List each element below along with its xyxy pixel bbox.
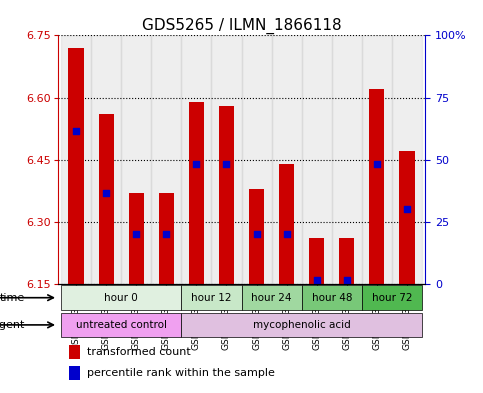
Point xyxy=(223,161,230,167)
FancyBboxPatch shape xyxy=(61,313,181,337)
Text: hour 0: hour 0 xyxy=(104,293,138,303)
Text: hour 12: hour 12 xyxy=(191,293,232,303)
Bar xyxy=(61,35,91,284)
Bar xyxy=(399,151,414,284)
FancyBboxPatch shape xyxy=(181,285,242,310)
Bar xyxy=(69,48,84,284)
Bar xyxy=(302,35,332,284)
Text: mycophenolic acid: mycophenolic acid xyxy=(253,320,351,330)
Bar xyxy=(212,35,242,284)
Point xyxy=(343,277,351,283)
Point xyxy=(373,161,381,167)
Bar xyxy=(242,35,271,284)
Bar xyxy=(332,35,362,284)
FancyBboxPatch shape xyxy=(362,285,422,310)
Bar xyxy=(271,35,302,284)
Bar xyxy=(189,102,204,284)
Point xyxy=(313,277,321,283)
Text: transformed count: transformed count xyxy=(87,347,191,358)
Point xyxy=(403,206,411,213)
Point xyxy=(193,161,200,167)
Text: untreated control: untreated control xyxy=(76,320,167,330)
Point xyxy=(132,231,140,237)
Bar xyxy=(309,239,324,284)
Bar xyxy=(69,367,80,380)
Bar xyxy=(128,193,144,284)
Bar xyxy=(121,35,151,284)
Bar xyxy=(159,193,174,284)
Text: hour 48: hour 48 xyxy=(312,293,352,303)
Bar xyxy=(279,164,294,284)
FancyBboxPatch shape xyxy=(302,285,362,310)
Bar xyxy=(392,35,422,284)
Bar xyxy=(181,35,212,284)
Text: hour 24: hour 24 xyxy=(251,293,292,303)
Bar xyxy=(339,239,355,284)
Bar xyxy=(69,345,80,360)
Bar xyxy=(151,35,181,284)
Text: percentile rank within the sample: percentile rank within the sample xyxy=(87,369,275,378)
Point xyxy=(162,231,170,237)
Point xyxy=(102,190,110,196)
Text: agent: agent xyxy=(0,320,25,330)
Text: hour 72: hour 72 xyxy=(372,293,412,303)
Text: time: time xyxy=(0,293,25,303)
FancyBboxPatch shape xyxy=(242,285,302,310)
Bar xyxy=(249,189,264,284)
FancyBboxPatch shape xyxy=(61,285,181,310)
Point xyxy=(253,231,260,237)
Bar xyxy=(369,89,384,284)
Bar xyxy=(362,35,392,284)
Bar xyxy=(99,114,114,284)
Bar xyxy=(219,106,234,284)
Point xyxy=(283,231,290,237)
Point xyxy=(72,128,80,134)
Bar xyxy=(91,35,121,284)
Title: GDS5265 / ILMN_1866118: GDS5265 / ILMN_1866118 xyxy=(142,18,341,34)
FancyBboxPatch shape xyxy=(181,313,422,337)
